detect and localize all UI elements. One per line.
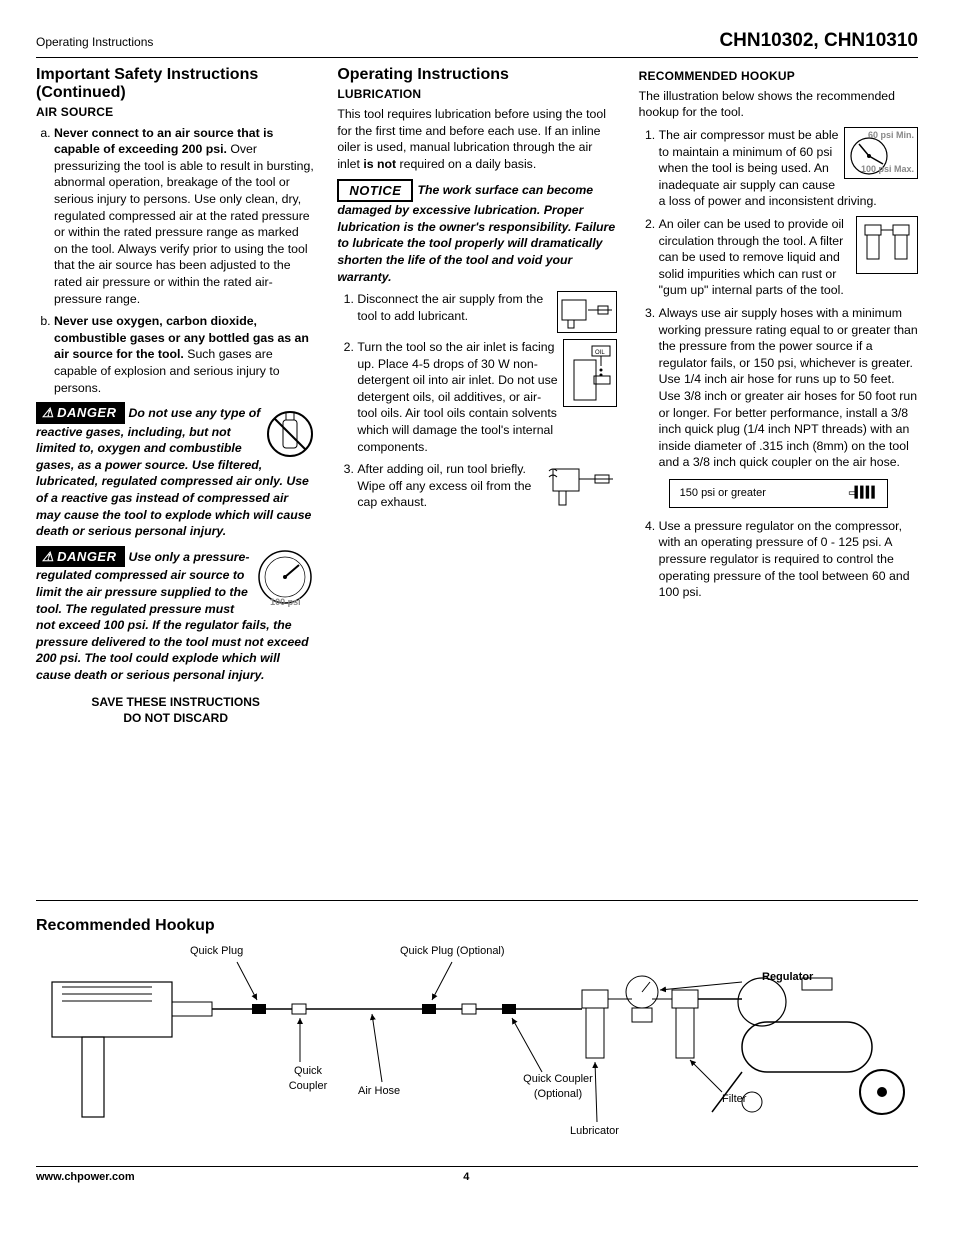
svg-text:OIL: OIL	[595, 350, 605, 356]
air-source-b: Never use oxygen, carbon dioxide, combus…	[54, 313, 315, 396]
air-source-a: Never connect to an air source that is c…	[54, 125, 315, 308]
danger-label-2: ⚠DANGER	[36, 546, 125, 568]
col3-sub: RECOMMENDED HOOKUP	[639, 68, 918, 84]
hookup-title: Recommended Hookup	[36, 915, 918, 937]
hookup-steps: 60 psi Min. 100 psi Max. The air compres…	[639, 127, 918, 471]
lub-step3: After adding oil, run tool briefly. Wipe…	[357, 461, 616, 511]
notice-label: NOTICE	[337, 179, 413, 203]
footer-url: www.chpower.com	[36, 1170, 135, 1185]
hookup-s4: Use a pressure regulator on the compress…	[659, 518, 918, 601]
body-columns: Important Safety Instructions (Continued…	[36, 66, 918, 896]
hookup-section: Recommended Hookup	[36, 915, 918, 1153]
tool-run-icon	[547, 461, 617, 509]
header-model: CHN10302, CHN10310	[719, 28, 918, 54]
header-left: Operating Instructions	[36, 34, 153, 50]
lbl-quickcoupler: Quick Coupler	[278, 1064, 338, 1094]
lbl-quickplug-opt: Quick Plug (Optional)	[400, 944, 505, 959]
psi-box-label: 150 psi or greater	[680, 486, 766, 501]
hookup-steps-4: Use a pressure regulator on the compress…	[639, 518, 918, 601]
col1-heading: Important Safety Instructions (Continued…	[36, 66, 315, 103]
lbl-lubricator: Lubricator	[570, 1124, 619, 1139]
lbl-regulator: Regulator	[762, 970, 813, 985]
tool-oil-icon: OIL	[563, 339, 617, 407]
col1-sub: AIR SOURCE	[36, 104, 315, 120]
lbl-quickplug: Quick Plug	[190, 944, 243, 959]
hookup-intro: The illustration below shows the recomme…	[639, 88, 918, 121]
gauge-icon: 100 psi	[255, 546, 315, 608]
gauge-minmax-icon: 60 psi Min. 100 psi Max.	[844, 127, 918, 179]
col2-sub: LUBRICATION	[337, 86, 616, 102]
no-gas-icon	[265, 402, 315, 460]
lubrication-steps: Disconnect the air supply from the tool …	[337, 291, 616, 511]
lub-step1: Disconnect the air supply from the tool …	[357, 291, 616, 333]
lubrication-intro: This tool requires lubrication before us…	[337, 106, 616, 172]
danger-label: ⚠DANGER	[36, 402, 125, 424]
gauge-max-label: 100 psi Max.	[861, 165, 914, 175]
danger-block-2: 100 psi ⚠DANGERUse only a pressure-regul…	[36, 546, 315, 684]
notice-text: NOTICEThe work surface can become damage…	[337, 179, 616, 286]
hookup-diagram: Quick Plug Quick Plug (Optional) Regulat…	[42, 942, 912, 1152]
col2-heading: Operating Instructions	[337, 66, 616, 84]
oiler-filter-icon	[856, 216, 918, 274]
lbl-airhose: Air Hose	[358, 1084, 400, 1099]
psi-box: 150 psi or greater ▭▌▌▌▌	[669, 479, 888, 508]
page-header: Operating Instructions CHN10302, CHN1031…	[36, 28, 918, 58]
danger-block-1: ⚠DANGERDo not use any type of reactive g…	[36, 402, 315, 540]
lbl-filter: Filter	[722, 1092, 746, 1107]
gauge-100psi-label: 100 psi	[255, 596, 315, 608]
gauge-min-label: 60 psi Min.	[868, 131, 914, 141]
footer-page: 4	[463, 1170, 469, 1185]
hookup-s3: Always use air supply hoses with a minim…	[659, 305, 918, 471]
hookup-s2: An oiler can be used to provide oil circ…	[659, 216, 918, 299]
save-instructions: SAVE THESE INSTRUCTIONS DO NOT DISCARD	[36, 694, 315, 726]
air-source-list: Never connect to an air source that is c…	[36, 125, 315, 397]
lbl-quickcoupler-opt: Quick Coupler (Optional)	[518, 1072, 598, 1102]
hookup-s1: 60 psi Min. 100 psi Max. The air compres…	[659, 127, 918, 210]
hose-icon: ▭▌▌▌▌	[849, 486, 877, 501]
tool-disconnect-icon	[557, 291, 617, 333]
lub-step2: OIL Turn the tool so the air inlet is fa…	[357, 339, 616, 455]
a-body: Over pressurizing the tool is able to re…	[54, 142, 314, 305]
page-footer: www.chpower.com 4	[36, 1166, 918, 1185]
